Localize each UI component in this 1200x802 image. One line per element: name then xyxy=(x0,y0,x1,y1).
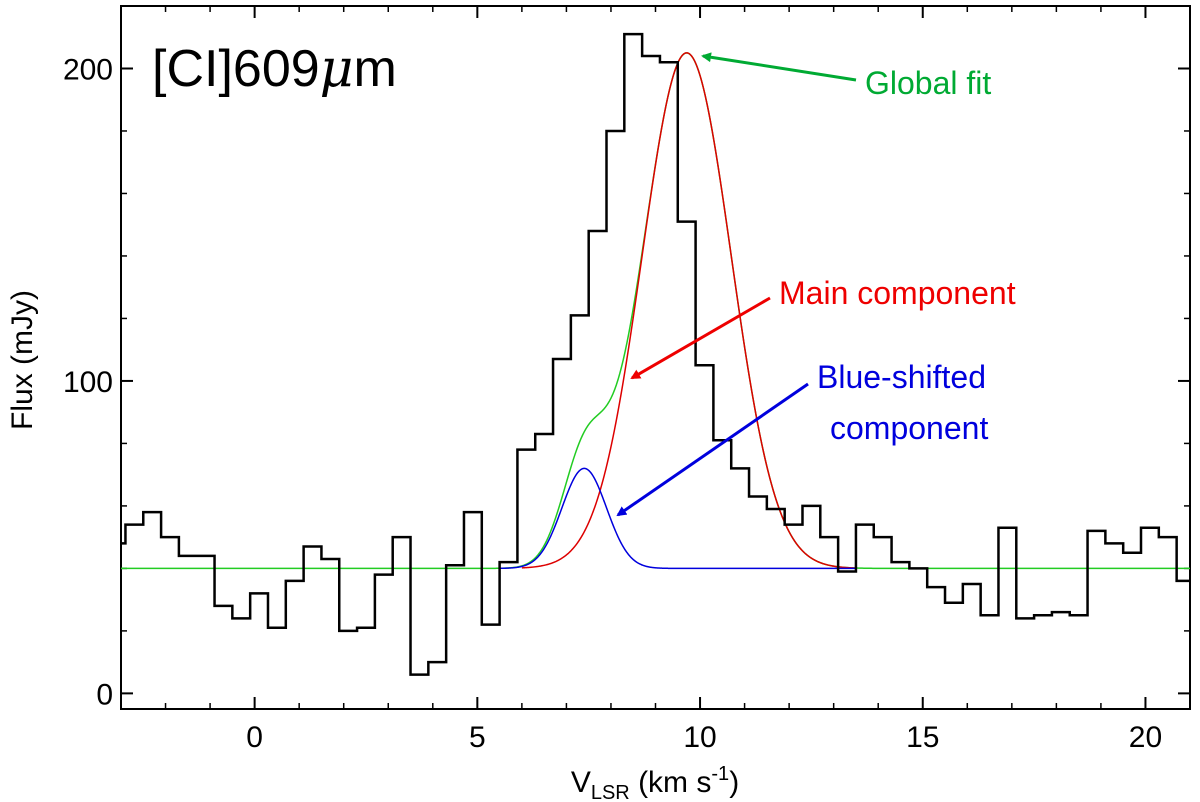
y-tick-label: 0 xyxy=(96,678,113,711)
y-tick-label: 100 xyxy=(63,366,113,399)
main-component-line xyxy=(521,52,856,569)
x-axis-label: VLSR (km s-1) xyxy=(571,763,739,802)
label-blue-shifted: Blue-shifted xyxy=(817,359,986,395)
x-tick-label: 10 xyxy=(683,721,716,754)
blue-shifted-component-line xyxy=(499,467,856,570)
arrow-main-component xyxy=(630,296,771,380)
observed-spectrum-step xyxy=(121,32,1190,676)
plot-frame xyxy=(120,5,1191,710)
x-tick-label: 15 xyxy=(906,721,939,754)
x-tick-label: 20 xyxy=(1129,721,1162,754)
label-main-component: Main component xyxy=(779,275,1016,311)
annotation-blue-shifted-component: Blue-shifted component xyxy=(616,359,988,517)
y-axis-label: Flux (mJy) xyxy=(6,290,39,430)
label-global-fit: Global fit xyxy=(865,65,991,101)
arrow-global-fit xyxy=(701,52,857,82)
x-tick-label: 0 xyxy=(246,721,263,754)
annotation-global-fit: Global fit xyxy=(701,52,991,101)
y-tick-label: 200 xyxy=(63,53,113,86)
chart-title: [CI]609μm xyxy=(152,39,397,99)
global-fit-line xyxy=(121,52,1190,570)
arrow-blue-shifted-component xyxy=(616,382,809,517)
x-tick-label: 5 xyxy=(469,721,486,754)
label-blue-shifted-line2: component xyxy=(830,410,988,446)
annotation-main-component: Main component xyxy=(630,275,1016,380)
